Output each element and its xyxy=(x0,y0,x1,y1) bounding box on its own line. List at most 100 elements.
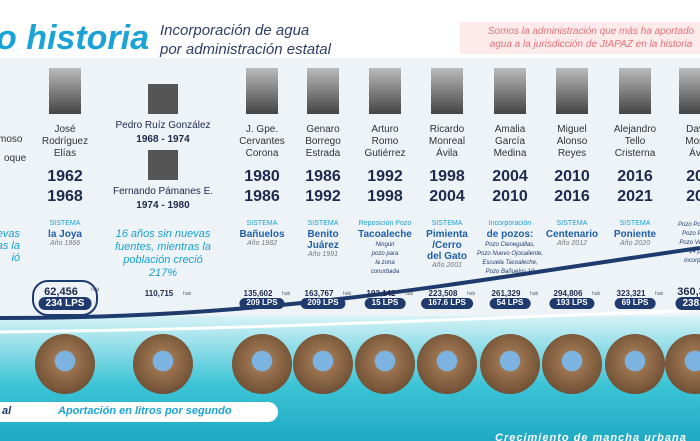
system-name: Juárez xyxy=(307,240,339,251)
circle-map xyxy=(417,334,477,394)
note-line: Somos la administración que más ha aport… xyxy=(487,26,695,37)
system-name: Tacoaleche xyxy=(358,229,412,240)
name-line: oque xyxy=(4,153,27,164)
photo xyxy=(619,68,651,114)
circle-map xyxy=(355,334,415,394)
name-line: Medina xyxy=(493,148,527,159)
extra-line: pozo para xyxy=(371,251,399,257)
lps-pill: 167.6 LPS xyxy=(421,298,473,309)
system-name: Bañuelos xyxy=(239,229,285,240)
name-line: Estrada xyxy=(305,148,341,159)
system-name: la Joya xyxy=(48,229,82,240)
note-line: 217% xyxy=(148,267,178,279)
extra-line: Pozo Pca xyxy=(682,231,700,237)
name-line: Rodríguez xyxy=(41,136,89,147)
note-line: población creció xyxy=(123,254,203,266)
unit: hab xyxy=(467,291,476,297)
note-box: Somos la administración que más ha aport… xyxy=(460,22,700,54)
name-line: Borrego xyxy=(305,136,341,147)
photo xyxy=(148,84,178,114)
photo xyxy=(148,150,178,180)
name-line: moso xyxy=(0,134,23,145)
extra-line: Pozo Nuevo Ojocaliente, xyxy=(476,251,544,257)
system-label: SISTEMA xyxy=(49,220,81,227)
name-line: Mon xyxy=(685,136,700,147)
population: 360,3 xyxy=(677,286,700,298)
legend: Aportación en litros por segundo xyxy=(58,405,232,417)
extra-line: 14 p xyxy=(689,249,700,255)
population: 110,715 xyxy=(144,289,174,298)
year: 2004 xyxy=(492,168,528,185)
name-line: Reyes xyxy=(557,148,587,159)
name-line: José xyxy=(54,124,76,135)
circle-map xyxy=(480,334,540,394)
year: 2004 xyxy=(429,188,465,205)
year-note: Año 2020 xyxy=(620,240,650,247)
name-line: Miguel xyxy=(557,124,587,135)
year-note: Año 1991 xyxy=(308,251,338,258)
system-label: SISTEMA xyxy=(307,220,339,227)
lps-pill: 209 LPS xyxy=(239,298,285,309)
photo xyxy=(556,68,588,114)
note-line: 16 años sin nuevas xyxy=(115,228,211,240)
year: 1992 xyxy=(367,168,403,185)
extra-line: Escuela Tacoaleche, xyxy=(482,260,538,266)
system-name: Pimienta xyxy=(426,229,468,240)
population: 163,767 xyxy=(304,289,334,298)
extra-line: conurbada xyxy=(370,269,400,275)
photo xyxy=(431,68,463,114)
name-line: Alonso xyxy=(556,136,588,147)
name-line: Romo xyxy=(371,136,399,147)
name-line: García xyxy=(494,136,526,147)
extra-line: Pozo Verge xyxy=(679,240,700,246)
governor-name: Fernando Pámanes E. xyxy=(112,186,214,197)
system-label: SISTEMA xyxy=(619,220,651,227)
photo xyxy=(246,68,278,114)
unit: hab xyxy=(405,291,414,297)
unit: hab xyxy=(343,291,352,297)
name-line: Cervantes xyxy=(239,136,285,147)
year: 2021 xyxy=(617,188,653,205)
population: 261,329 xyxy=(491,289,521,298)
year: 2010 xyxy=(554,168,590,185)
photo xyxy=(369,68,401,114)
subtitle-line: Incorporación de agua xyxy=(160,22,310,39)
year-note: Año 2012 xyxy=(557,240,587,247)
photo xyxy=(494,68,526,114)
population: 62,456 xyxy=(44,286,78,298)
name-line: Elías xyxy=(53,148,77,159)
growth-line xyxy=(0,246,700,320)
unit: hab xyxy=(655,291,664,297)
note-line: as la xyxy=(0,240,20,253)
name-line: Amalia xyxy=(494,124,526,135)
unit: hab xyxy=(282,291,291,297)
lps-pill: 234 LPS xyxy=(38,297,92,310)
lps-pill: 209 LPS xyxy=(300,298,346,309)
note-line: agua a la jurisdicción de JIAPAZ en la h… xyxy=(489,39,693,50)
year: 1986 xyxy=(244,188,280,205)
subtitle-line: por administración estatal xyxy=(160,40,331,58)
name-line: Arturo xyxy=(371,124,399,135)
name-line: Monreal xyxy=(428,136,466,147)
system-name: del Gato xyxy=(426,251,468,262)
year: 20 xyxy=(686,168,700,185)
name-line: Corona xyxy=(245,148,279,159)
population: 192,142 xyxy=(366,289,396,298)
name-line: J. Gpe. xyxy=(245,124,279,135)
year: 1962 xyxy=(47,168,83,185)
note-line: fuentes, mientras la xyxy=(115,241,211,253)
year: 1992 xyxy=(305,188,341,205)
photo xyxy=(679,68,700,114)
circle-map xyxy=(605,334,665,394)
photo xyxy=(307,68,339,114)
system-name: de pozos: xyxy=(486,229,534,240)
circle-map xyxy=(232,334,292,394)
year: 2010 xyxy=(492,188,528,205)
year: 20 xyxy=(686,188,700,205)
lps-pill: 69 LPS xyxy=(614,298,656,309)
left-note: s nuevas as la ió xyxy=(0,228,20,264)
note-line: ió xyxy=(11,252,20,265)
name-line: Áv xyxy=(689,148,700,159)
year: 1980 xyxy=(244,168,280,185)
